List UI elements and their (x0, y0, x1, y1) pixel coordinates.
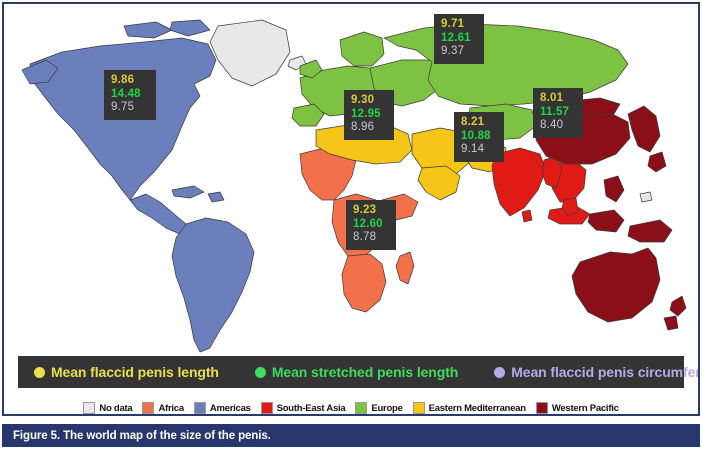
callout-flaccid-circumference: 8.40 (540, 119, 564, 132)
region-swatch-no-data (83, 402, 96, 414)
region-key-item-americas[interactable]: Americas (193, 402, 251, 414)
region-nodata-pacific (639, 191, 653, 203)
map-panel: 9.86 14.48 9.75 9.71 12.61 9.37 9.30 12.… (2, 2, 700, 416)
region-key-item-europe[interactable]: Europe (355, 402, 403, 414)
region-png (627, 219, 673, 243)
callout-stretched-length: 10.88 (461, 129, 491, 142)
region-india (491, 147, 547, 217)
callout-africa[interactable]: 9.23 12.60 8.78 (346, 200, 396, 250)
callout-south-east-asia[interactable]: 8.21 10.88 9.14 (454, 112, 504, 162)
legend-dot-yellow (34, 366, 45, 378)
region-scandinavia (339, 31, 385, 67)
callout-flaccid-circumference: 9.75 (111, 101, 135, 114)
region-greenland (209, 19, 291, 87)
region-sri-lanka (521, 209, 533, 223)
region-arabia (417, 165, 461, 201)
region-key-label: Africa (158, 402, 184, 414)
region-caribbean-2 (207, 191, 225, 203)
callout-western-pacific[interactable]: 8.01 11.57 8.40 (533, 88, 583, 138)
callout-europe-west[interactable]: 9.30 12.95 8.96 (344, 90, 394, 140)
callout-flaccid-length: 9.23 (353, 204, 377, 216)
region-key-label: Americas (209, 402, 251, 414)
figure-caption-bar: Figure 5. The world map of the size of t… (2, 424, 700, 447)
legend-label-flaccid-circumference: Mean flaccid penis circumference (511, 364, 700, 380)
region-key-item-africa[interactable]: Africa (142, 402, 184, 414)
callout-stretched-length: 14.48 (111, 87, 141, 100)
callout-stretched-length: 12.60 (353, 217, 383, 230)
region-iberia (291, 103, 325, 127)
region-swatch-south-east-asia (260, 402, 273, 414)
region-philippines (603, 175, 625, 203)
callout-flaccid-circumference: 9.37 (441, 45, 465, 58)
region-south-america (171, 217, 255, 353)
region-key-label: No data (99, 402, 133, 414)
region-nz-2 (663, 315, 679, 331)
region-caribbean-1 (171, 185, 205, 199)
region-borneo (587, 209, 625, 233)
region-key-item-western-pacific[interactable]: Western Pacific (535, 402, 619, 414)
region-new-zealand (669, 295, 687, 317)
region-uk (299, 59, 323, 79)
legend-item-flaccid-length[interactable]: Mean flaccid penis length (34, 364, 219, 380)
callout-europe-russia[interactable]: 9.71 12.61 9.37 (434, 14, 484, 64)
callout-stretched-length: 12.61 (441, 31, 471, 44)
callout-flaccid-length: 8.01 (540, 92, 564, 104)
region-arctic-islands-1 (123, 21, 173, 39)
legend-dot-purple (494, 366, 506, 378)
map-canvas: 9.86 14.48 9.75 9.71 12.61 9.37 9.30 12.… (4, 4, 698, 414)
world-map-graphic (21, 19, 687, 353)
callout-flaccid-circumference: 8.96 (351, 121, 375, 134)
region-key-item-eastern-mediterranean[interactable]: Eastern Mediterranean (412, 402, 526, 414)
region-key-item-no-data[interactable]: No data (83, 402, 133, 414)
region-central-america (129, 193, 187, 235)
region-swatch-eastern-mediterranean (412, 402, 425, 414)
region-alaska-inlet (21, 59, 59, 85)
legend-dot-green (254, 366, 266, 378)
region-key-item-south-east-asia[interactable]: South-East Asia (260, 402, 346, 414)
callout-americas[interactable]: 9.86 14.48 9.75 (104, 70, 156, 120)
region-korea-japan (627, 105, 661, 153)
legend-label-flaccid-length: Mean flaccid penis length (51, 364, 219, 380)
figure-caption-text: Figure 5. The world map of the size of t… (13, 429, 271, 442)
legend-item-flaccid-circumference[interactable]: Mean flaccid penis circumference (494, 364, 700, 380)
region-swatch-western-pacific (535, 402, 548, 414)
region-colour-key: No data Africa Americas South-East Asia … (4, 398, 698, 414)
legend-label-stretched-length: Mean stretched penis length (271, 364, 459, 380)
region-swatch-europe (355, 402, 368, 414)
callout-flaccid-circumference: 9.14 (461, 143, 485, 156)
legend-item-stretched-length[interactable]: Mean stretched penis length (254, 364, 459, 380)
region-thailand-penin (561, 197, 579, 217)
region-africa-south (341, 253, 387, 313)
region-key-label: Eastern Mediterranean (428, 402, 526, 414)
callout-stretched-length: 11.57 (540, 105, 570, 118)
region-key-label: South-East Asia (276, 402, 346, 414)
callout-flaccid-length: 9.86 (111, 74, 135, 86)
region-key-label: Europe (371, 402, 403, 414)
region-arctic-islands-2 (169, 19, 211, 37)
callout-flaccid-length: 8.21 (461, 116, 485, 128)
region-japan-2 (647, 151, 667, 173)
region-swatch-africa (142, 402, 155, 414)
callout-flaccid-circumference: 8.78 (353, 231, 377, 244)
callout-flaccid-length: 9.71 (441, 18, 465, 30)
region-madagascar (395, 251, 415, 285)
region-swatch-americas (193, 402, 206, 414)
callout-flaccid-length: 9.30 (351, 94, 375, 106)
region-key-label: Western Pacific (551, 402, 619, 414)
callout-stretched-length: 12.95 (351, 107, 381, 120)
measure-legend: Mean flaccid penis length Mean stretched… (18, 356, 698, 388)
region-australia (571, 247, 661, 323)
